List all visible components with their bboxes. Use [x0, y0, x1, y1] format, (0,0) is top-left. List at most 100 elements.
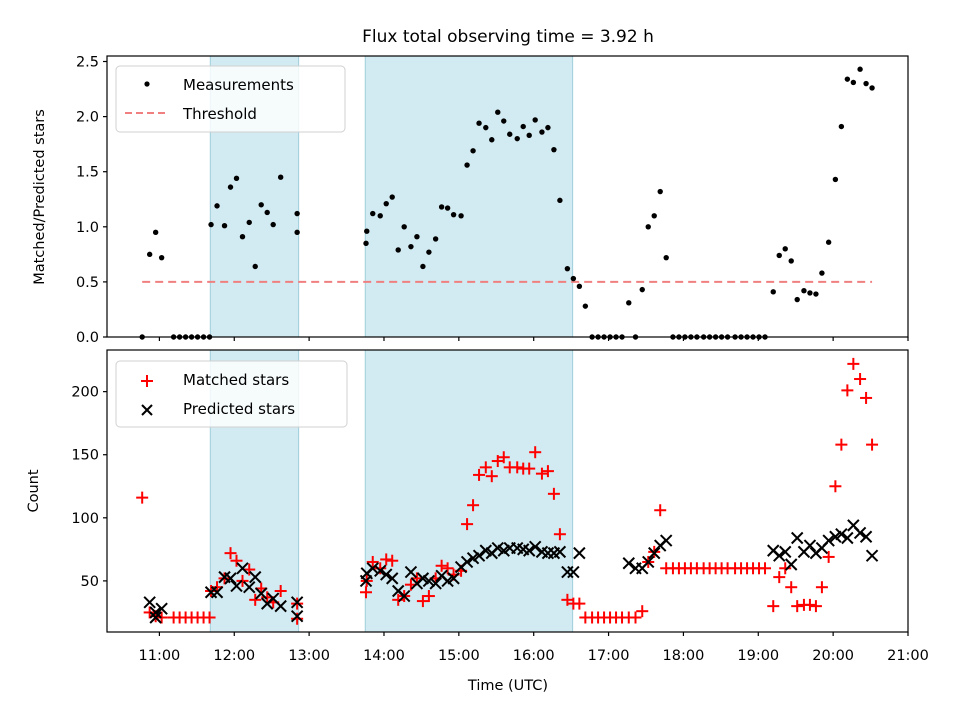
predicted-star-point: [460, 555, 474, 569]
bottom-ytick-label: 100: [71, 511, 99, 527]
measurement-point: [364, 228, 370, 234]
predicted-star-point: [573, 546, 586, 560]
matched-star-point: [553, 528, 566, 541]
measurement-point: [294, 210, 300, 217]
predicted-star-point: [659, 534, 673, 547]
measurement-point: [426, 249, 432, 255]
predicted-star-point: [155, 602, 168, 615]
legend-predicted-label: Predicted stars: [183, 400, 295, 418]
predicted-star-point: [553, 545, 567, 559]
predicted-star-point: [374, 564, 387, 578]
matched-star-point: [767, 600, 780, 613]
predicted-star-point: [404, 565, 418, 579]
measurement-point: [414, 234, 420, 240]
predicted-star-point: [841, 531, 854, 545]
measurement-point: [551, 146, 557, 153]
measurement-point: [570, 275, 577, 282]
bottom-xtick-label: 19:00: [737, 648, 779, 664]
bottom-y-ticks: 50 100 150 200: [71, 385, 107, 590]
measurement-point: [152, 229, 159, 236]
predicted-star-point: [429, 577, 442, 590]
matched-star-point: [511, 461, 524, 474]
top-legend-box: [115, 65, 346, 133]
chart-title: Flux total observing time = 3.92 h: [362, 27, 654, 47]
matched-star-point: [654, 504, 667, 517]
legend-measurements-label: Measurements: [183, 76, 294, 94]
matched-star-point: [529, 446, 542, 459]
predicted-star-point: [224, 572, 237, 585]
measurement-point: [770, 289, 776, 295]
predicted-star-point: [422, 574, 436, 588]
bottom-ytick-label: 150: [71, 448, 99, 464]
measurement-point: [657, 188, 663, 195]
matched-star-point: [841, 384, 854, 397]
predicted-star-point: [290, 596, 304, 609]
measurement-point: [294, 229, 300, 236]
predicted-star-point: [822, 534, 835, 547]
predicted-star-point: [523, 544, 536, 557]
matched-star-point: [249, 593, 262, 606]
predicted-star-point: [803, 539, 817, 552]
predicted-star-point: [143, 596, 156, 609]
top-legend: Measurements Threshold: [115, 65, 346, 133]
measurement-point: [794, 296, 800, 303]
measurement-point: [450, 211, 457, 218]
measurement-point: [520, 123, 526, 130]
predicted-star-point: [622, 557, 635, 570]
matched-star-point: [847, 357, 860, 370]
measurement-point: [545, 124, 551, 131]
matched-star-point: [461, 518, 474, 531]
matched-star-point: [374, 562, 387, 575]
matched-star-point: [829, 480, 842, 493]
measurement-point: [514, 135, 520, 142]
measurement-point: [270, 221, 276, 228]
bottom-xtick-label: 20:00: [812, 648, 854, 664]
matched-star-point: [854, 373, 867, 386]
top-y-axis-label: Matched/Predicted stars: [32, 109, 48, 285]
bottom-ytick-label: 50: [81, 574, 99, 590]
measurement-point: [146, 251, 153, 258]
bottom-x-ticks: 11:00 12:00 13:00 14:00 15:00 16:00 17:00 18:00…: [139, 632, 929, 664]
matched-star-point: [360, 586, 373, 599]
top-y-ticks: 0.0 0.5 1.0 1.5 2.0 2.5: [76, 55, 107, 346]
measurement-point: [501, 118, 507, 124]
measurement-point: [233, 175, 240, 182]
predicted-star-point: [397, 589, 411, 603]
bottom-xtick-label: 12:00: [213, 648, 255, 664]
measurement-point: [539, 129, 545, 135]
bottom-xtick-label: 15:00: [438, 648, 480, 664]
predicted-star-point: [366, 562, 379, 575]
measurement-point: [258, 202, 264, 208]
measurement-point: [557, 197, 563, 204]
measurement-point: [458, 213, 464, 219]
bottom-y-axis-label: Count: [26, 469, 42, 512]
measurement-point: [825, 239, 832, 245]
measurement-point: [214, 203, 220, 209]
legend-threshold-label: Threshold: [182, 105, 257, 123]
predicted-star-point: [642, 555, 655, 569]
predicted-star-point: [785, 558, 798, 571]
measurement-point: [564, 265, 571, 272]
measurement-point: [838, 123, 845, 130]
predicted-star-point: [835, 528, 848, 541]
predicted-star-point: [249, 570, 262, 584]
measurement-point: [246, 219, 252, 226]
measurement-point: [507, 131, 513, 137]
measurement-point: [464, 162, 470, 168]
top-ytick-label: 1.5: [76, 165, 99, 181]
predicted-star-point: [290, 610, 304, 623]
matched-star-point: [835, 438, 848, 451]
top-ytick-label: 2.0: [76, 110, 99, 126]
predicted-star-point: [386, 572, 399, 585]
matched-star-point: [274, 584, 287, 597]
matched-star-point: [136, 491, 149, 504]
matched-star-point: [759, 562, 772, 575]
predicted-star-point: [230, 579, 243, 593]
predicted-star-point: [779, 545, 792, 559]
matched-star-point: [541, 465, 554, 478]
matched-star-point: [535, 467, 548, 480]
measurement-point: [782, 246, 788, 252]
matched-star-point: [366, 555, 379, 568]
matched-star-point: [547, 487, 560, 500]
